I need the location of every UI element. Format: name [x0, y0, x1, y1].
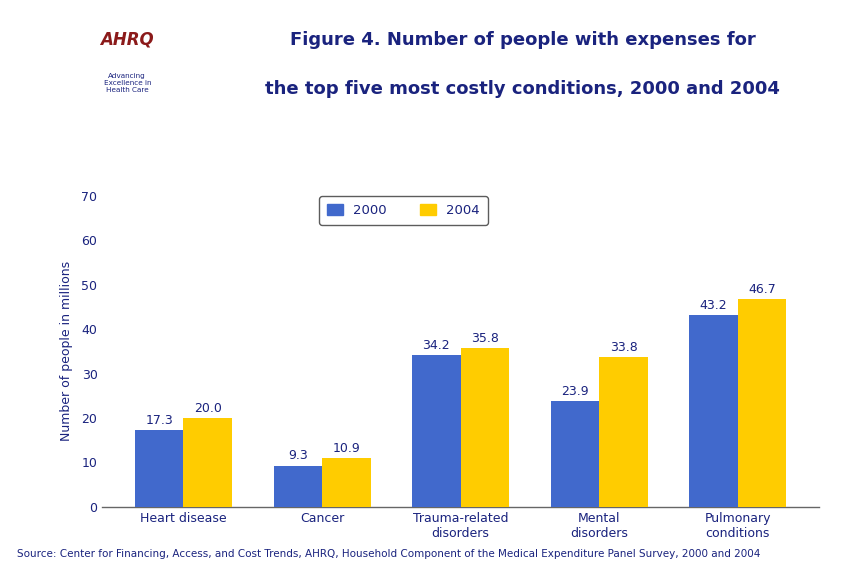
- Text: 17.3: 17.3: [145, 414, 173, 427]
- Text: 33.8: 33.8: [609, 340, 636, 354]
- Bar: [273, 465, 322, 507]
- Bar: [460, 348, 509, 507]
- Bar: [135, 430, 183, 507]
- Text: 9.3: 9.3: [288, 449, 308, 463]
- Y-axis label: Number of people in millions: Number of people in millions: [60, 262, 73, 441]
- Bar: [550, 401, 598, 507]
- Text: 35.8: 35.8: [470, 332, 498, 344]
- Text: Advancing
Excellence in
Health Care: Advancing Excellence in Health Care: [103, 73, 151, 93]
- Text: 46.7: 46.7: [747, 283, 775, 296]
- Text: 10.9: 10.9: [332, 442, 360, 456]
- Bar: [737, 300, 786, 507]
- Bar: [412, 355, 460, 507]
- Bar: [322, 458, 370, 507]
- Bar: [598, 357, 647, 507]
- Bar: [183, 418, 232, 507]
- Text: 20.0: 20.0: [193, 402, 222, 415]
- Text: the top five most costly conditions, 2000 and 2004: the top five most costly conditions, 200…: [265, 80, 779, 98]
- Bar: [688, 315, 737, 507]
- Text: Figure 4. Number of people with expenses for: Figure 4. Number of people with expenses…: [289, 31, 755, 48]
- Text: 34.2: 34.2: [422, 339, 450, 352]
- Legend: 2000, 2004: 2000, 2004: [319, 196, 487, 225]
- Text: AHRQ: AHRQ: [101, 31, 154, 48]
- Text: 43.2: 43.2: [699, 299, 727, 312]
- Text: Source: Center for Financing, Access, and Cost Trends, AHRQ, Household Component: Source: Center for Financing, Access, an…: [17, 549, 759, 559]
- Text: 23.9: 23.9: [561, 385, 588, 397]
